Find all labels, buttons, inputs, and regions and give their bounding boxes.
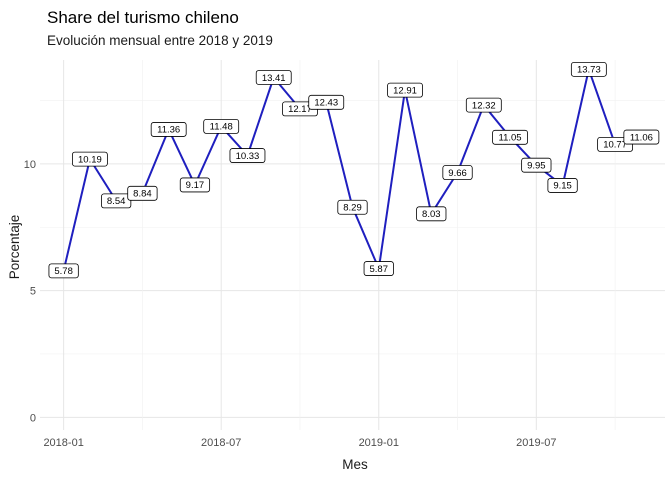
x-axis-title: Mes [342, 457, 368, 472]
data-label-box [387, 82, 423, 98]
data-label-box [363, 261, 394, 276]
y-axis-ticks: 0 5 10 [24, 159, 36, 424]
data-label-text: 5.87 [370, 264, 389, 275]
data-label: 11.06 [623, 129, 660, 145]
y-tick-label: 5 [30, 286, 36, 298]
data-label: 11.05 [492, 129, 528, 145]
data-label-box [150, 122, 187, 137]
y-tick-label: 10 [24, 159, 36, 171]
data-label-text: 10.77 [603, 140, 627, 151]
chart-subtitle: Evolución mensual entre 2018 y 2019 [47, 33, 273, 48]
data-label: 10.33 [229, 148, 266, 163]
data-label-box [442, 165, 473, 180]
data-label-box [623, 129, 660, 145]
data-label: 12.43 [308, 94, 345, 110]
data-label-text: 9.95 [527, 160, 546, 171]
data-label: 9.15 [547, 178, 578, 193]
series-line [62, 68, 642, 272]
data-label-text: 9.66 [448, 168, 467, 179]
data-label-text: 12.32 [472, 100, 496, 111]
data-label: 8.84 [127, 185, 158, 201]
data-label: 12.32 [465, 97, 502, 113]
data-label-box [337, 199, 368, 215]
x-tick-label: 2019-01 [359, 437, 399, 449]
data-label-text: 13.73 [577, 65, 601, 76]
data-label-box [229, 148, 266, 163]
x-tick-label: 2018-01 [43, 437, 83, 449]
data-label: 5.78 [48, 263, 79, 279]
x-tick-label: 2019-07 [516, 437, 556, 449]
data-label: 13.41 [255, 70, 292, 85]
data-label: 8.29 [337, 199, 368, 215]
grid [40, 60, 665, 430]
data-label: 11.48 [203, 118, 240, 134]
data-label: 13.73 [570, 61, 607, 77]
data-label-text: 11.48 [210, 122, 233, 133]
data-label-box [308, 94, 345, 110]
data-label-text: 11.36 [157, 125, 180, 136]
data-label-box [127, 185, 158, 201]
data-labels: 5.78 10.19 8.54 8.84 11.36 9.17 11.48 10.33 13.4… [48, 61, 660, 279]
series-line-group [62, 68, 642, 272]
data-label-text: 11.06 [630, 132, 653, 143]
data-label-box [547, 178, 578, 193]
data-label-box [71, 151, 108, 167]
chart-title: Share del turismo chileno [47, 8, 239, 27]
data-label-text: 12.43 [314, 98, 338, 109]
x-tick-label: 2018-07 [201, 437, 241, 449]
data-label: 8.54 [101, 193, 132, 209]
data-label-text: 8.84 [133, 189, 152, 200]
y-tick-label: 0 [30, 412, 36, 424]
data-label-box [521, 157, 552, 173]
data-label: 8.03 [416, 206, 447, 222]
data-label: 9.66 [442, 165, 473, 180]
x-axis-ticks: 2018-01 2018-07 2019-01 2019-07 [43, 437, 556, 449]
data-label-box [48, 263, 79, 279]
data-label-box [416, 206, 447, 222]
data-label-text: 12.91 [393, 85, 417, 96]
data-label-text: 13.41 [262, 73, 286, 84]
data-label-box [570, 61, 607, 77]
data-label-box [203, 118, 240, 134]
data-label: 12.91 [387, 82, 423, 98]
data-label-text: 8.29 [343, 203, 362, 214]
data-label-text: 10.19 [78, 154, 102, 165]
data-label-text: 8.03 [422, 209, 441, 220]
data-label: 11.36 [150, 122, 187, 137]
data-label-box [465, 97, 502, 113]
data-label: 10.19 [71, 151, 108, 167]
data-label: 9.95 [521, 157, 552, 173]
data-label-text: 12.17 [288, 104, 312, 115]
data-label: 5.87 [363, 261, 394, 276]
y-axis-title: Porcentaje [7, 215, 22, 280]
data-label-box [101, 193, 132, 209]
data-label-text: 9.15 [553, 181, 572, 192]
data-label-text: 8.54 [107, 196, 126, 207]
data-label-box [492, 129, 528, 145]
data-label-box [179, 177, 211, 193]
data-label-box [255, 70, 292, 85]
data-label-text: 10.33 [236, 151, 260, 162]
data-label: 9.17 [179, 177, 211, 193]
data-label-text: 5.78 [54, 266, 73, 277]
data-label-text: 9.17 [186, 180, 205, 191]
data-label-text: 11.05 [499, 133, 522, 144]
